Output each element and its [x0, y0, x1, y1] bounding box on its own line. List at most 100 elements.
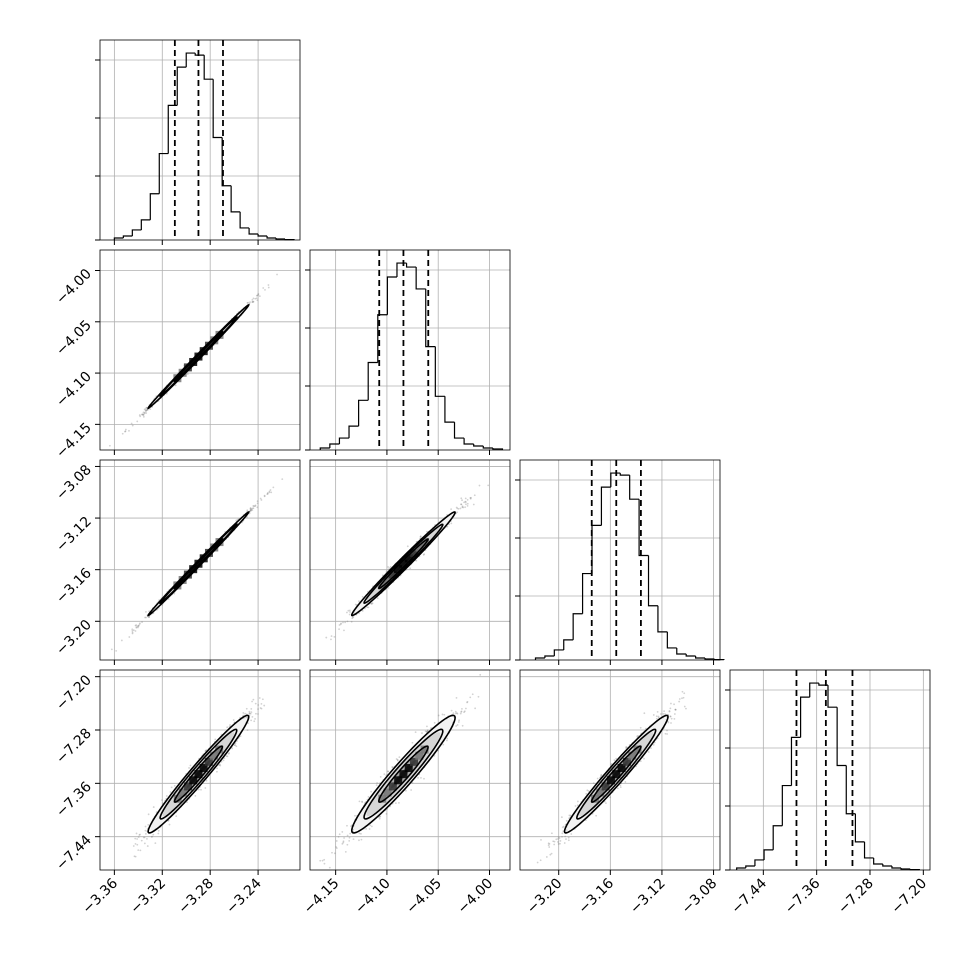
hist-bar-2	[553, 649, 564, 656]
tick-label-0: −7.44	[53, 832, 95, 874]
hist-bar-19	[713, 658, 725, 661]
hist-bar-0	[319, 447, 330, 450]
x-axis-4: −7.44 −7.36 −7.28 −7.20	[729, 870, 930, 917]
density-cell-8	[421, 538, 430, 547]
panel-frame	[309, 249, 511, 451]
hist-bar-11	[425, 288, 436, 348]
density-cell-1	[383, 575, 392, 584]
density-cell-3	[189, 776, 198, 785]
density-cell-6	[622, 757, 631, 766]
panel-frame	[729, 669, 931, 871]
tick-label-3: −3.08	[53, 462, 95, 504]
hist-bar-13	[230, 185, 241, 213]
density-cell-6	[204, 757, 213, 766]
hist-bar-18	[492, 448, 504, 450]
hist-bar-5	[158, 152, 169, 194]
tick-label-1: −4.10	[53, 369, 95, 411]
density-cell-0	[590, 794, 599, 803]
tick-label-3: −3.08	[679, 876, 721, 918]
hist-bar-17	[891, 865, 902, 869]
density-cell-4	[612, 770, 621, 779]
scatter-panel-3-1	[99, 459, 301, 661]
hist-bar-4	[358, 399, 369, 427]
hist-bar-10	[629, 475, 640, 500]
hist-bar-14	[453, 422, 465, 439]
hist-bar-9	[194, 53, 205, 56]
hist-bar-0	[113, 237, 124, 240]
hist-bar-2	[131, 229, 142, 236]
contour-line-2	[147, 510, 250, 617]
contour-line-2	[147, 714, 250, 834]
density-cell-6	[410, 548, 419, 557]
density-cell-4	[194, 559, 203, 568]
density-cell-1	[178, 368, 187, 377]
hist-bar-12	[434, 346, 445, 397]
hist-bar-6	[167, 104, 178, 154]
density-cell-1	[596, 788, 605, 797]
tick-label-0: −3.20	[53, 617, 95, 659]
hist-bar-10	[203, 55, 214, 80]
hist-bar-6	[591, 524, 602, 574]
hist-bar-11	[212, 79, 223, 139]
density-cell-2	[388, 570, 397, 579]
hist-bar-10	[827, 685, 838, 708]
contour-line-0	[173, 745, 224, 803]
hist-bar-16	[685, 653, 696, 657]
y-axis-4: −7.44 −7.36 −7.28 −7.20	[53, 672, 100, 874]
hist-bar-8	[809, 682, 819, 698]
density-cell-4	[399, 770, 408, 779]
hist-bar-17	[695, 655, 706, 659]
hist-bar-7	[600, 486, 611, 526]
panel-frame	[99, 669, 301, 871]
hist-bar-3	[563, 639, 574, 650]
hist-bar-1	[544, 655, 555, 658]
hist-bar-13	[444, 396, 455, 423]
hist-bar-15	[248, 227, 259, 235]
tick-label-1: −3.16	[53, 565, 95, 607]
tick-label-2: −3.12	[53, 514, 95, 556]
hist-bar-14	[239, 211, 250, 229]
hist-bar-15	[463, 438, 474, 445]
hist-bar-5	[581, 572, 592, 614]
scatter-panel-4-3	[519, 669, 721, 871]
hist-bar-5	[367, 361, 378, 401]
hist-bar-5	[781, 784, 792, 826]
panel-frame	[519, 459, 721, 661]
contour-line-2	[147, 303, 250, 410]
contour-line-0	[378, 538, 429, 590]
hist-bar-7	[386, 276, 397, 315]
hist-bar-18	[704, 657, 715, 660]
contour-line-2	[350, 511, 456, 617]
density-cell-3	[189, 565, 198, 574]
scatter-panel-3-2	[309, 459, 511, 661]
hist-bar-9	[619, 473, 630, 476]
hist-bar-7	[176, 66, 187, 106]
hist-bar-15	[676, 647, 687, 655]
density-cell-8	[420, 745, 429, 754]
density-cell-2	[388, 782, 397, 791]
hist-bar-6	[377, 314, 388, 363]
density-cell-1	[178, 575, 187, 584]
density-cell-3	[189, 357, 198, 366]
panel-frame	[519, 669, 721, 871]
contour-line-1	[363, 523, 444, 605]
hist-bar-2	[754, 859, 765, 866]
density-cell-6	[204, 548, 213, 557]
hist-bar-12	[647, 555, 658, 607]
hist-bar-8	[185, 52, 196, 68]
hist-bar-16	[257, 233, 268, 237]
tick-label-0: −4.15	[301, 876, 343, 918]
hist-bar-11	[638, 499, 649, 557]
density-cell-5	[404, 554, 413, 563]
scatter-panel-2-1	[99, 249, 301, 451]
panel-content	[132, 697, 266, 858]
x-axis-3: −3.20 −3.16 −3.12 −3.08	[524, 870, 720, 917]
density-cell-8	[633, 745, 642, 754]
panel-content	[319, 673, 482, 869]
hist-bar-3	[140, 219, 151, 230]
tick-label-1: −7.36	[53, 779, 95, 821]
density-cell-4	[194, 770, 203, 779]
tick-label-3: −7.20	[53, 672, 95, 714]
density-cell-0	[378, 794, 387, 803]
